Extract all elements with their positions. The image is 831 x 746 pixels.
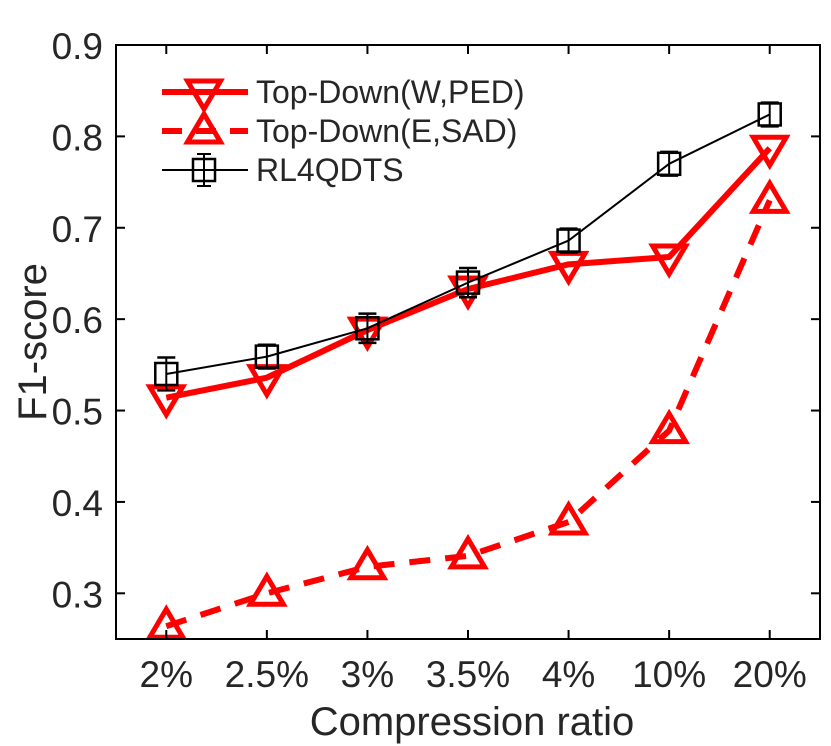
legend-item: Top-Down(W,PED): [162, 74, 525, 114]
x-tick-label: 3.5%: [426, 654, 510, 695]
data-point-marker: [346, 544, 389, 581]
series-layer: [145, 101, 791, 639]
data-point-marker: [455, 270, 481, 295]
data-point-marker: [556, 228, 581, 253]
y-tick-label: 0.4: [52, 483, 103, 524]
data-point-marker: [355, 316, 380, 341]
y-tick-label: 0.3: [52, 574, 103, 615]
y-tick-label: 0.5: [52, 392, 103, 433]
data-point-marker: [648, 408, 691, 445]
data-point-marker: [245, 571, 288, 607]
data-point-marker: [447, 533, 489, 570]
data-point-marker: [748, 178, 791, 214]
data-point-marker: [254, 344, 280, 369]
x-tick-label: 3%: [341, 654, 394, 695]
y-tick-label: 0.6: [52, 300, 103, 341]
data-point-marker: [154, 361, 179, 387]
legend-item: Top-Down(E,SAD): [162, 109, 517, 149]
legend-label: Top-Down(W,PED): [256, 74, 525, 110]
y-axis-label: F1-score: [11, 263, 55, 421]
series-Top-Down(E,SAD): [145, 178, 791, 639]
series-RL4QDTS: [154, 101, 782, 392]
series-line: [165, 199, 773, 630]
legend-label: Top-Down(E,SAD): [256, 113, 517, 149]
y-tick-label: 0.7: [52, 209, 103, 250]
data-point-marker: [757, 102, 782, 127]
x-tick-label: 4%: [542, 654, 595, 695]
data-point-marker: [748, 134, 791, 171]
legend-marker: [183, 109, 225, 145]
x-axis-label: Compression ratio: [310, 700, 635, 744]
legend-marker: [183, 78, 225, 114]
data-point-marker: [547, 500, 590, 536]
x-tick-label: 20%: [733, 654, 807, 695]
legend: Top-Down(W,PED)Top-Down(E,SAD)RL4QDTS: [162, 74, 525, 188]
x-tick-label: 2%: [140, 654, 193, 695]
data-point-marker: [648, 243, 691, 279]
legend-label: RL4QDTS: [256, 152, 404, 188]
y-tick-label: 0.8: [52, 117, 103, 158]
x-tick-label: 2.5%: [225, 654, 309, 695]
x-tick-label: 10%: [632, 654, 706, 695]
axes-layer: 2% 2.5% 3% 3.5% 4% 10% 20% 0.3 0.4 0.5 0.6 0.7 0.8 0.…: [52, 26, 821, 695]
data-point-marker: [656, 151, 682, 177]
legend-marker: [191, 157, 217, 183]
y-tick-label: 0.9: [52, 26, 103, 67]
legend-item: RL4QDTS: [162, 152, 404, 188]
